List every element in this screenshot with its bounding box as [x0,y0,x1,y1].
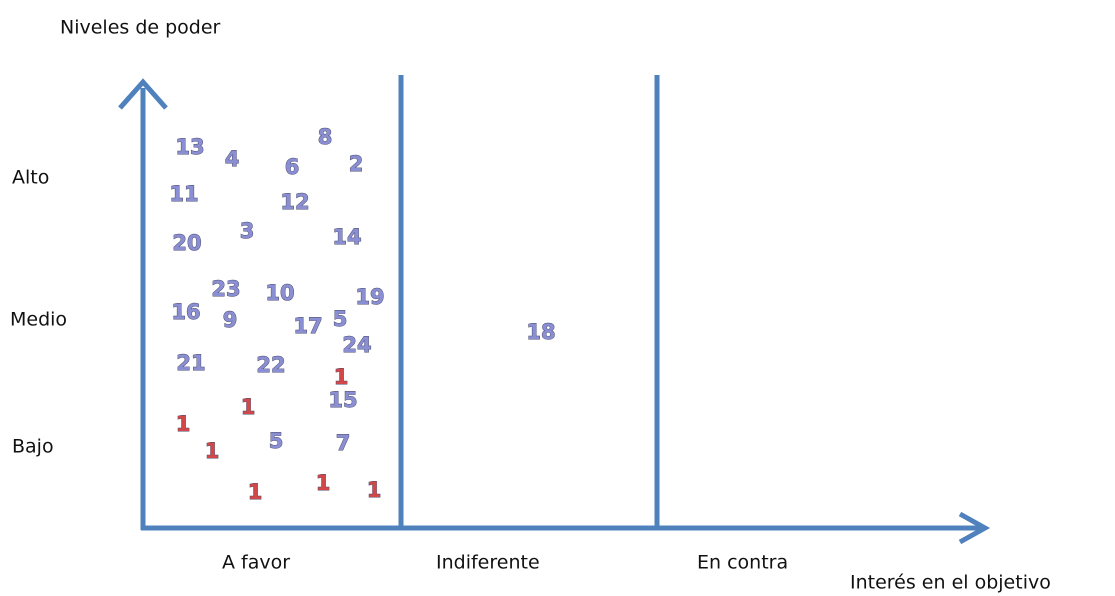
stakeholder-marker: 13 [175,135,204,159]
stakeholder-marker: 14 [332,225,361,249]
stakeholder-marker: 19 [355,285,384,309]
stakeholder-marker: 1 [367,478,382,502]
stakeholder-marker: 15 [328,388,357,412]
stakeholder-marker: 7 [336,431,351,455]
stakeholder-marker: 10 [265,281,294,305]
y-level: Alto [12,167,49,189]
axes [118,75,991,545]
x-axis-title: Interés en el objetivo [850,572,1051,594]
stakeholder-marker: 5 [269,429,284,453]
stakeholder-marker: 8 [318,125,333,149]
stakeholder-marker: 1 [205,439,220,463]
stakeholder-marker: 16 [171,300,200,324]
stakeholder-marker: 17 [293,314,322,338]
y-level: Bajo [12,436,54,458]
stakeholder-marker: 4 [225,147,240,171]
stakeholder-marker: 24 [342,333,371,357]
stakeholder-marker: 1 [176,412,191,436]
y-axis-title: Niveles de poder [60,17,221,39]
stakeholder-marker: 6 [285,155,300,179]
x-arrow [958,511,991,545]
stakeholder-marker: 12 [280,190,309,214]
x-category: A favor [222,552,290,574]
stakeholder-marker: 1 [316,471,331,495]
y-arrow [118,78,168,110]
stakeholder-marker: 11 [169,182,198,206]
stakeholder-marker: 1 [241,395,256,419]
stakeholder-marker: 2 [349,152,364,176]
stakeholder-marker: 18 [526,320,555,344]
stakeholder-marker: 5 [333,307,348,331]
stakeholder-marker: 22 [256,353,285,377]
y-level: Medio [10,309,67,331]
stakeholder-marker: 1 [248,480,263,504]
stakeholder-marker: 21 [176,351,205,375]
stakeholder-marker: 9 [223,308,238,332]
stakeholder-marker: 20 [172,231,201,255]
x-category: En contra [697,552,788,574]
stakeholder-marker: 1 [334,365,349,389]
stakeholder-marker: 23 [211,277,240,301]
x-category: Indiferente [436,552,540,574]
stakeholder-marker: 3 [240,219,255,243]
